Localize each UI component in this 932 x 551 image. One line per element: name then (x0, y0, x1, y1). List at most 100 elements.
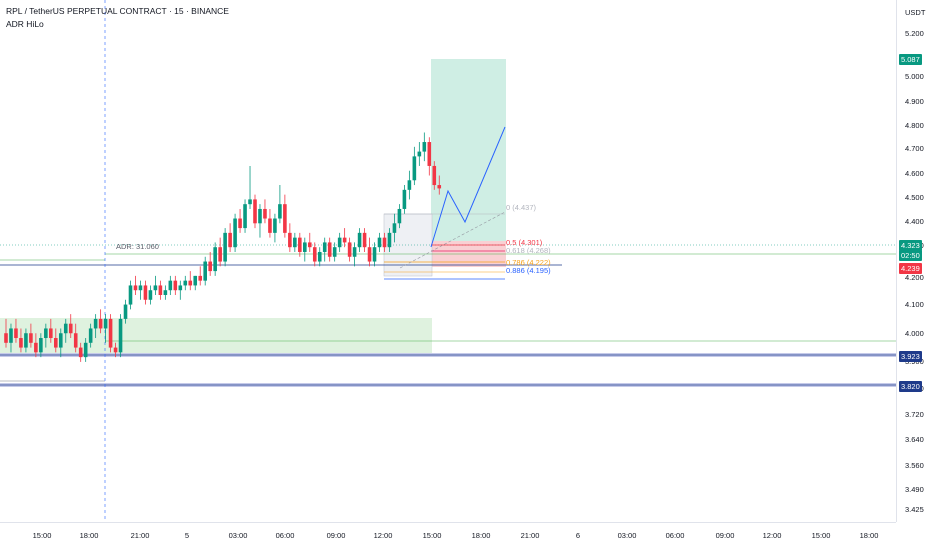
candle-body (238, 218, 242, 229)
candle-body (108, 318, 113, 348)
candle-body (49, 328, 53, 339)
candle-body (148, 290, 153, 300)
candle-body (337, 237, 342, 248)
time-tick: 15:00 (422, 531, 442, 540)
price-tick: 4.900 (905, 97, 924, 106)
adr-label: ADR: 31.060 (116, 242, 159, 251)
candle-body (362, 232, 367, 248)
candle-body (322, 242, 327, 252)
price-tick: 4.400 (905, 217, 924, 226)
candle-body (14, 328, 18, 339)
chart-canvas[interactable] (0, 0, 896, 522)
candle-body (123, 304, 128, 319)
candle-body (233, 218, 237, 248)
candle-body (128, 285, 133, 305)
price-tick: 4.000 (905, 329, 924, 338)
candle-body (397, 208, 402, 224)
candle-body (312, 247, 317, 262)
price-tick: 5.000 (905, 72, 924, 81)
candle-body (44, 328, 48, 339)
candle-body (183, 280, 188, 286)
target-zone (431, 59, 506, 241)
time-tick: 03:00 (617, 531, 637, 540)
candle-body (188, 280, 193, 286)
candle-body (263, 208, 267, 219)
candle-body (303, 242, 307, 252)
candle-body (223, 232, 227, 262)
candle-body (83, 342, 88, 358)
candle-body (253, 199, 257, 224)
price-tick: 3.425 (905, 505, 924, 514)
candle-body (412, 156, 417, 181)
fib-0-label: 0 (4.437) (506, 203, 537, 212)
candle-body (9, 328, 13, 343)
candle-body (193, 275, 198, 286)
candle-body (103, 318, 108, 329)
time-tick: 09:00 (715, 531, 735, 540)
candle-body (243, 204, 247, 229)
candle-body (228, 232, 232, 248)
candle-body (278, 204, 282, 219)
candle-body (29, 333, 33, 343)
time-tick: 5 (184, 531, 190, 540)
candle-body (93, 318, 98, 329)
projection-path (430, 126, 506, 248)
countdown-tag: 02:50 (899, 250, 922, 261)
candle-body (288, 232, 292, 248)
candle-body (342, 237, 347, 243)
time-tick: 18:00 (79, 531, 99, 540)
price-tick: 4.200 (905, 273, 924, 282)
candle-body (332, 247, 337, 257)
currency-unit[interactable]: USDT (905, 8, 926, 17)
candle-body (78, 347, 83, 358)
candle-body (422, 142, 427, 152)
time-tick: 6 (575, 531, 581, 540)
time-tick: 06:00 (275, 531, 295, 540)
candle-body (138, 285, 143, 291)
price-axis[interactable]: USDT 5.200 5.000 4.900 4.800 4.700 4.600 4.500… (896, 0, 932, 522)
time-tick: 06:00 (665, 531, 685, 540)
candle-body (372, 247, 377, 262)
price-tick: 3.640 (905, 435, 924, 444)
chart-area[interactable]: RPL / TetherUS PERPETUAL CONTRACT · 15 ·… (0, 0, 896, 522)
candle-body (382, 237, 387, 248)
candle-body (39, 338, 43, 353)
level-a-tag: 3.923 (899, 351, 922, 362)
candle-body (307, 242, 312, 248)
fib-0786-label: 0.786 (4.222) (506, 258, 551, 267)
candle-body (133, 285, 138, 291)
time-tick: 09:00 (326, 531, 346, 540)
price-tick: 3.560 (905, 461, 924, 470)
candle-body (402, 189, 407, 209)
candle-body (213, 247, 217, 272)
time-tick: 18:00 (471, 531, 491, 540)
candle-body (178, 285, 183, 291)
indicator-label[interactable]: ADR HiLo (6, 19, 44, 29)
time-tick: 15:00 (811, 531, 831, 540)
candle-body (417, 151, 422, 157)
candle-body (283, 204, 287, 233)
candle-body (163, 290, 168, 295)
level-b-tag: 3.820 (899, 381, 922, 392)
candle-body (392, 223, 397, 233)
time-tick: 03:00 (228, 531, 248, 540)
chart-title: RPL / TetherUS PERPETUAL CONTRACT · 15 ·… (6, 6, 229, 16)
price-tick: 4.100 (905, 300, 924, 309)
candle-body (19, 338, 23, 348)
candle-body (113, 347, 118, 353)
candle-body (54, 338, 58, 348)
candle-body (98, 318, 103, 329)
time-tick: 12:00 (373, 531, 393, 540)
candle-body (327, 242, 332, 257)
time-axis[interactable]: 15:00 18:00 21:00 5 03:00 06:00 09:00 12:00 15:0… (0, 522, 896, 551)
stop-price-tag: 4.239 (899, 263, 922, 274)
fib-0886-label: 0.886 (4.195) (506, 266, 551, 275)
time-tick: 21:00 (520, 531, 540, 540)
candle-body (143, 285, 148, 300)
candle-body (357, 232, 362, 248)
time-tick: 21:00 (130, 531, 150, 540)
candle-body (293, 237, 297, 248)
candle-body (273, 218, 277, 233)
candle-body (198, 275, 203, 281)
candle-body (352, 247, 357, 257)
